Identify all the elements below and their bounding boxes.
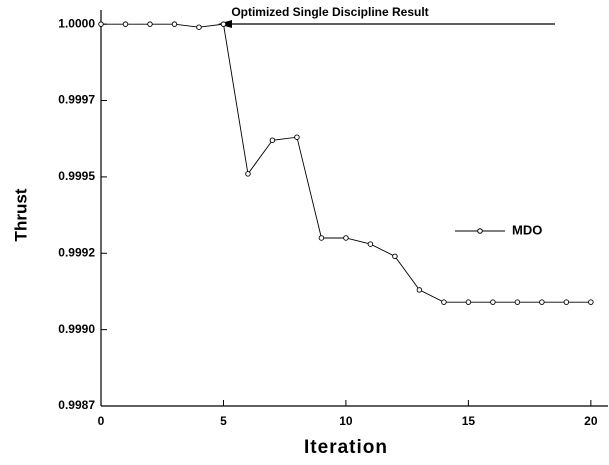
data-point <box>392 253 398 260</box>
data-point <box>220 21 227 27</box>
legend-label: MDO <box>512 222 542 237</box>
data-point <box>367 241 374 247</box>
legend-marker <box>477 228 483 234</box>
data-point <box>441 299 447 305</box>
x-tick-label: 0 <box>98 414 105 428</box>
data-point <box>171 21 178 27</box>
x-tick-label: 15 <box>462 414 476 428</box>
data-point <box>269 137 276 143</box>
x-axis-label: Iteration <box>304 437 388 458</box>
data-point <box>196 24 202 30</box>
x-tick-label: 5 <box>220 414 227 428</box>
data-point <box>98 21 104 27</box>
y-tick-label: 0.9997 <box>58 93 95 107</box>
annotation: Optimized Single Discipline Result <box>231 5 428 19</box>
x-tick-label: 10 <box>339 414 353 428</box>
y-tick-label: 0.9992 <box>58 245 95 259</box>
y-axis-label: Thrust <box>11 188 30 241</box>
data-point <box>539 299 545 305</box>
data-point <box>588 299 594 305</box>
y-tick-label: 0.9990 <box>58 322 95 336</box>
y-tick-label: 0.9987 <box>58 398 95 412</box>
data-point <box>490 299 496 305</box>
data-point <box>343 235 349 241</box>
series-line <box>101 23 591 303</box>
data-point <box>465 299 472 305</box>
y-tick-label: 1.0000 <box>58 16 95 30</box>
y-tick-label: 0.9995 <box>58 169 95 183</box>
x-tick-label: 20 <box>584 414 598 428</box>
data-point <box>147 21 153 27</box>
data-point <box>245 171 251 177</box>
data-point <box>563 299 570 305</box>
data-point <box>416 287 423 293</box>
data-point <box>318 235 325 241</box>
data-point <box>294 134 300 140</box>
data-point <box>514 299 521 305</box>
data-point <box>122 21 129 27</box>
